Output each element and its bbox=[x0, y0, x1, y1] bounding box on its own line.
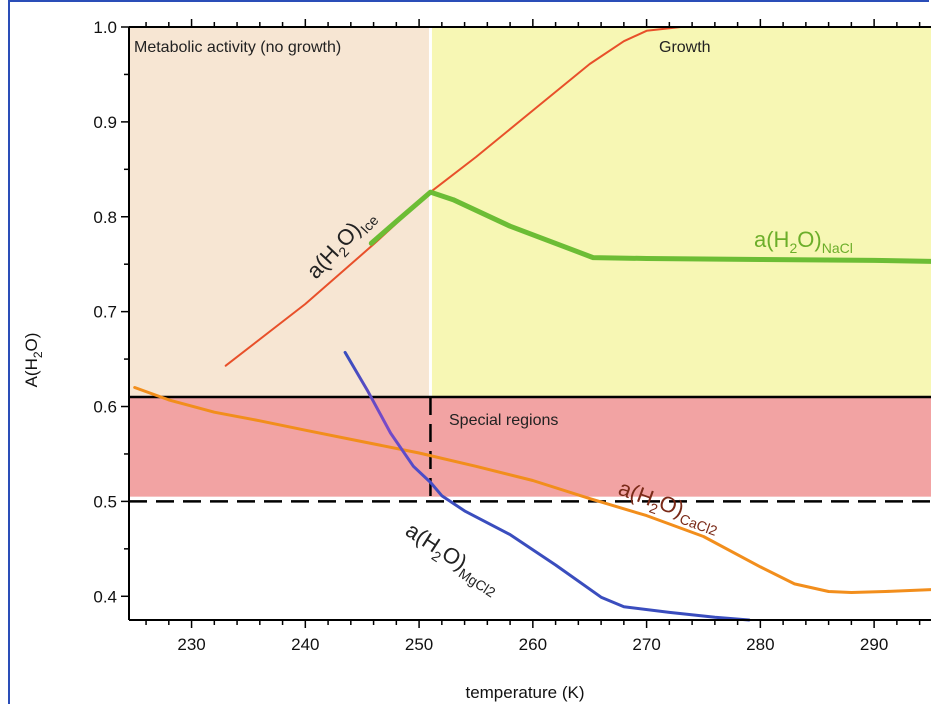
series-line-cacl2 bbox=[133, 386, 931, 594]
y-tick-label: 0.8 bbox=[93, 208, 117, 227]
region-label-metabolic: Metabolic activity (no growth) bbox=[134, 39, 341, 56]
series-line-mgcl2 bbox=[343, 350, 751, 622]
x-tick-label: 240 bbox=[291, 635, 319, 654]
y-tick-label: 0.5 bbox=[93, 492, 117, 511]
series-line-nacl bbox=[368, 189, 931, 264]
curve-label-nacl: a(H2O)NaCl bbox=[754, 227, 853, 256]
x-tick-label: 280 bbox=[746, 635, 774, 654]
region-label-special: Special regions bbox=[449, 412, 558, 429]
y-tick-label: 0.9 bbox=[93, 113, 117, 132]
curve-label-mgcl2: a(H2O)MgCl2 bbox=[399, 517, 506, 600]
y-axis-title: A(H2O) bbox=[22, 333, 45, 388]
x-axis-title: temperature (K) bbox=[465, 683, 584, 702]
region-1 bbox=[430, 27, 931, 398]
region-label-growth: Growth bbox=[659, 39, 711, 56]
figure-frame bbox=[8, 0, 929, 704]
y-tick-label: 1.0 bbox=[93, 18, 117, 37]
y-tick-label: 0.7 bbox=[93, 303, 117, 322]
x-tick-label: 270 bbox=[632, 635, 660, 654]
x-tick-label: 260 bbox=[519, 635, 547, 654]
x-tick-label: 230 bbox=[177, 635, 205, 654]
region-0 bbox=[129, 27, 431, 398]
y-tick-label: 0.4 bbox=[93, 587, 117, 606]
y-tick-label: 0.6 bbox=[93, 398, 117, 417]
x-tick-label: 250 bbox=[405, 635, 433, 654]
x-tick-label: 290 bbox=[860, 635, 888, 654]
